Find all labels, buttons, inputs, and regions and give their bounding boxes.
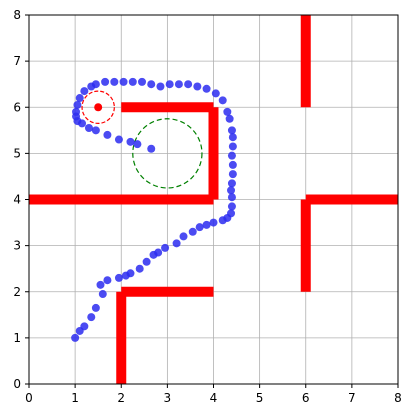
trajectory-point — [227, 202, 236, 211]
x-tick-label: 4 — [210, 391, 218, 405]
trajectory-point — [218, 96, 227, 105]
trajectory-point — [126, 269, 135, 278]
trajectory-point — [114, 273, 123, 282]
trajectory-point — [202, 84, 211, 93]
y-tick-label: 6 — [13, 100, 21, 114]
trajectory-point — [228, 170, 237, 179]
trajectory-point — [71, 333, 80, 342]
x-tick-label: 3 — [164, 391, 172, 405]
walls — [29, 15, 398, 384]
trajectory-point — [165, 80, 174, 89]
trajectory-point — [98, 290, 107, 299]
trajectory-point — [126, 137, 135, 146]
trajectory-point — [96, 280, 105, 289]
trajectory-point — [193, 82, 202, 91]
trajectory-point — [227, 209, 236, 218]
y-tick-label: 8 — [13, 8, 21, 22]
trajectory-point — [101, 77, 110, 86]
y-tick-label: 0 — [13, 377, 21, 391]
trajectory-point — [172, 239, 181, 248]
y-tick-label: 3 — [13, 239, 21, 253]
y-tick-label: 7 — [13, 54, 21, 68]
trajectory-point — [80, 322, 89, 331]
circles — [81, 90, 203, 189]
target-circle — [132, 118, 203, 189]
trajectory-point — [211, 89, 220, 98]
y-tick-label: 1 — [13, 331, 21, 345]
trajectory-point — [227, 193, 236, 202]
trajectory-point — [195, 223, 204, 232]
trajectory-point — [91, 303, 100, 312]
trajectory-point — [209, 218, 218, 227]
trajectory-point — [227, 126, 236, 135]
axis-tick-labels: 0 1 2 3 4 5 6 7 8 0 1 2 3 4 5 6 7 8 — [13, 8, 401, 405]
trajectory-point — [161, 243, 170, 252]
trajectory-point — [174, 80, 183, 89]
x-tick-label: 6 — [302, 391, 310, 405]
trajectory-point — [223, 107, 232, 116]
trajectory-point — [227, 151, 236, 160]
trajectory-points — [71, 77, 237, 342]
trajectory-point — [202, 220, 211, 229]
trajectory-point — [91, 126, 100, 135]
trajectory-point — [227, 186, 236, 195]
x-tick-label: 2 — [117, 391, 125, 405]
trajectory-point — [114, 135, 123, 144]
trajectory-point — [78, 119, 87, 128]
trajectory-point — [227, 179, 236, 188]
trajectory-point — [135, 264, 144, 273]
trajectory-point — [75, 94, 84, 103]
axis-ticks — [25, 14, 399, 388]
trajectory-point — [103, 276, 112, 285]
trajectory-point — [110, 77, 119, 86]
trajectory-point — [228, 160, 237, 169]
y-tick-label: 4 — [13, 193, 21, 207]
axes-frame — [28, 14, 399, 385]
trajectory-point — [103, 130, 112, 139]
trajectory-point — [228, 142, 237, 151]
trajectory-point — [87, 82, 96, 91]
trajectory-point — [228, 133, 237, 142]
x-tick-label: 5 — [256, 391, 264, 405]
trajectory-point — [133, 140, 142, 149]
trajectory-point — [156, 82, 165, 91]
y-tick-label: 2 — [13, 285, 21, 299]
x-tick-label: 1 — [71, 391, 79, 405]
trajectory-point — [138, 77, 147, 86]
trajectory-point — [73, 100, 82, 109]
trajectory-point — [128, 77, 137, 86]
trajectory-point — [147, 80, 156, 89]
agent-circle — [81, 90, 115, 124]
x-tick-label: 7 — [348, 391, 356, 405]
x-tick-label: 8 — [394, 391, 402, 405]
trajectory-point — [80, 87, 89, 96]
trajectory-point — [179, 232, 188, 241]
trajectory-point — [147, 144, 156, 153]
trajectory-point — [119, 77, 128, 86]
trajectory-point — [154, 248, 163, 257]
x-tick-label: 0 — [25, 391, 33, 405]
trajectory-point — [142, 257, 151, 266]
trajectory-point — [87, 313, 96, 322]
trajectory-point — [84, 124, 93, 133]
agent-point — [94, 103, 103, 112]
trajectory-point — [225, 114, 234, 123]
trajectory-point — [184, 80, 193, 89]
y-tick-label: 5 — [13, 146, 21, 160]
trajectory-point — [188, 227, 197, 236]
